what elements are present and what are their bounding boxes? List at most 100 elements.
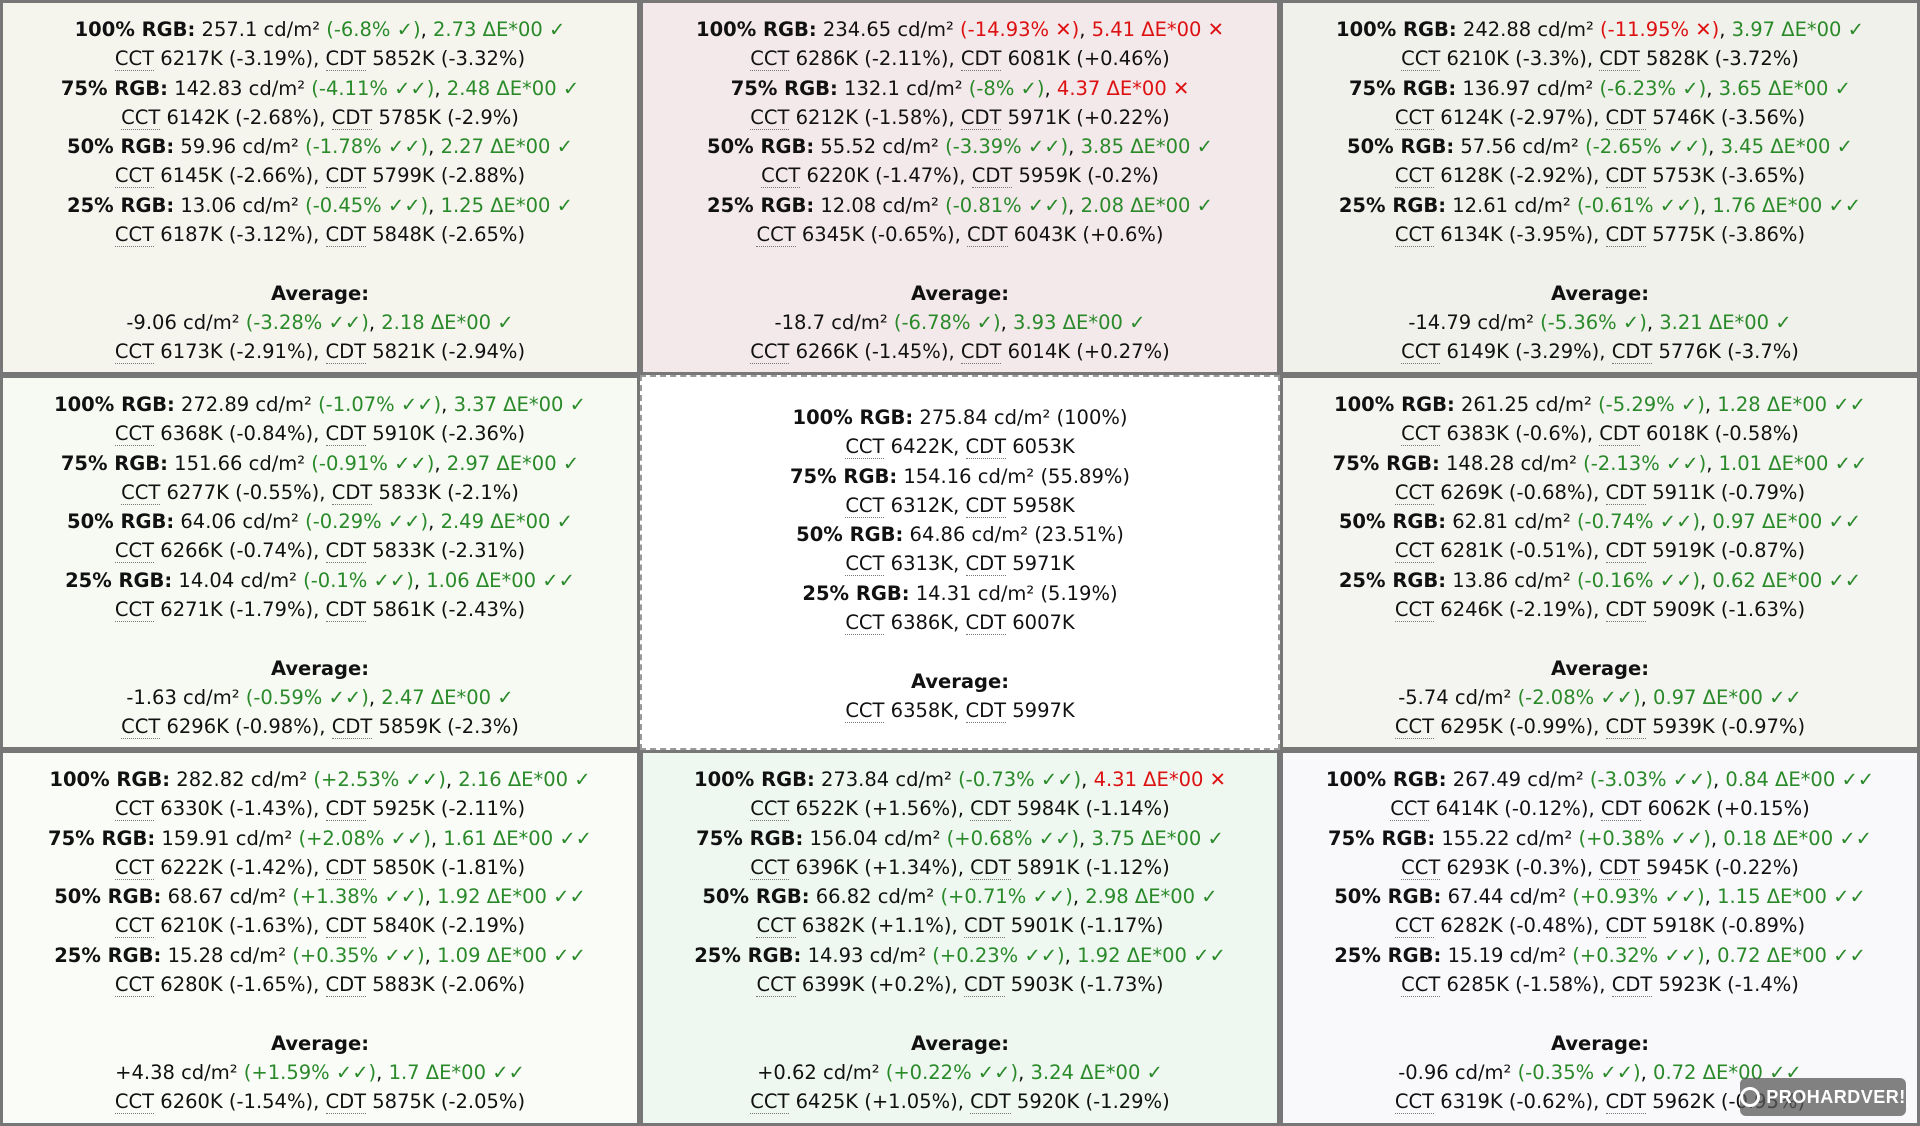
delta-e-value: 0.18 ΔE*00 ✓✓ (1723, 826, 1872, 850)
luminance-line: 75% RGB: 136.97 cd/m² (-6.23% ✓), 3.65 Δ… (1348, 76, 1852, 100)
luminance-line: 25% RGB: 13.86 cd/m² (-0.16% ✓✓), 0.62 Δ… (1338, 568, 1862, 592)
average-cdt: 5920K (-1.29%) (1016, 1090, 1170, 1114)
luminance-deviation: (-6.23% ✓) (1599, 76, 1707, 100)
luminance-deviation: (-6.8% ✓) (326, 18, 421, 41)
level-label: 50% RGB: (707, 135, 815, 159)
cdt-value: 5861K (-2.43%) (372, 598, 526, 622)
level-label: 75% RGB: (60, 451, 168, 475)
cct-abbr: CCT (114, 340, 155, 365)
level-label: 75% RGB: (1328, 826, 1436, 850)
luminance-deviation: (-0.29% ✓✓) (305, 510, 429, 534)
cct-abbr: CCT (114, 422, 155, 447)
color-temp-line: CCT 6145K (-2.66%), CDT 5799K (-2.88%) (114, 164, 526, 189)
level-label: 25% RGB: (1338, 193, 1447, 217)
level-label: 50% RGB: (54, 885, 162, 909)
zone-cell: 100% RGB: 261.25 cd/m² (-5.29% ✓), 1.28 … (1280, 375, 1920, 750)
zone-cell: 100% RGB: 242.88 cd/m² (-11.95% ✕), 3.97… (1280, 0, 1920, 375)
luminance-deviation: (+2.08% ✓✓) (298, 826, 431, 850)
cdt-abbr: CDT (1605, 480, 1647, 505)
cdt-value: 5753K (-3.65%) (1652, 164, 1806, 188)
cct-abbr: CCT (750, 105, 790, 130)
average-luminance: -0.96 cd/m² (1398, 1060, 1512, 1084)
cct-abbr: CCT (756, 223, 796, 248)
delta-e-value: 1.25 ΔE*00 ✓ (440, 193, 573, 217)
luminance-value: 13.86 cd/m² (1452, 568, 1571, 592)
cct-value: 6286K (-2.11%) (795, 47, 949, 71)
cdt-abbr: CDT (1605, 1090, 1647, 1115)
cdt-value: 5833K (-2.1%) (378, 480, 519, 504)
zone-cell: 100% RGB: 267.49 cd/m² (-3.03% ✓✓), 0.84… (1280, 750, 1920, 1126)
zone-cell: 100% RGB: 272.89 cd/m² (-1.07% ✓✓), 3.37… (0, 375, 640, 750)
average-deviation: (+0.22% ✓✓) (885, 1060, 1019, 1084)
luminance-line: 75% RGB: 156.04 cd/m² (+0.68% ✓✓), 3.75 … (696, 826, 1224, 850)
average-cct: 6149K (-3.29%) (1446, 340, 1600, 364)
cct-abbr: CCT (1394, 715, 1435, 740)
luminance-line: 75% RGB: 148.28 cd/m² (-2.13% ✓✓), 1.01 … (1332, 451, 1868, 475)
cdt-abbr: CDT (960, 105, 1002, 130)
luminance-deviation: (+0.38% ✓✓) (1578, 826, 1711, 850)
average-title: Average: (910, 1031, 1010, 1055)
cct-value: 6345K (-0.65%) (801, 223, 955, 247)
average-title: Average: (270, 281, 370, 305)
average-luminance-line: -1.63 cd/m² (-0.59% ✓✓), 2.47 ΔE*00 ✓ (126, 685, 514, 709)
luminance-deviation: (-0.61% ✓✓) (1576, 193, 1701, 217)
color-temp-line: CCT 6142K (-2.68%), CDT 5785K (-2.9%) (121, 105, 519, 130)
cdt-abbr: CDT (331, 715, 373, 740)
level-label: 100% RGB: (54, 393, 175, 416)
luminance-value: 282.82 cd/m² (176, 768, 308, 791)
average-color-temp-line: CCT 6173K (-2.91%), CDT 5821K (-2.94%) (114, 340, 526, 365)
color-temp-line: CCT 6313K, CDT 5971K (845, 552, 1075, 577)
luminance-line: 100% RGB: 282.82 cd/m² (+2.53% ✓✓), 2.16… (49, 768, 591, 791)
luminance-deviation: (+0.68% ✓✓) (946, 826, 1080, 850)
color-temp-line: CCT 6422K, CDT 6053K (845, 435, 1075, 460)
luminance-line: 25% RGB: 15.28 cd/m² (+0.35% ✓✓), 1.09 Δ… (54, 943, 586, 967)
color-temp-line: CCT 6271K (-1.79%), CDT 5861K (-2.43%) (114, 598, 526, 623)
average-cdt: 5821K (-2.94%) (372, 340, 526, 364)
cdt-value: 5828K (-3.72%) (1646, 47, 1799, 71)
luminance-value: 148.28 cd/m² (1446, 451, 1577, 475)
cdt-abbr: CDT (1605, 539, 1647, 564)
color-temp-line: CCT 6124K (-2.97%), CDT 5746K (-3.56%) (1394, 105, 1806, 130)
average-cdt: 5776K (-3.7%) (1658, 340, 1799, 364)
cct-abbr: CCT (845, 698, 885, 723)
cct-abbr: CCT (1394, 1090, 1435, 1115)
color-temp-line: CCT 6277K (-0.55%), CDT 5833K (-2.1%) (121, 480, 519, 505)
luminance-value: 66.82 cd/m² (815, 885, 935, 909)
level-label: 50% RGB: (67, 510, 175, 534)
average-luminance-line: -9.06 cd/m² (-3.28% ✓✓), 2.18 ΔE*00 ✓ (126, 310, 514, 334)
luminance-value: 14.04 cd/m² (178, 568, 297, 592)
delta-e-value: 0.72 ΔE*00 ✓✓ (1717, 943, 1866, 967)
cct-abbr: CCT (114, 47, 155, 72)
luminance-value: 242.88 cd/m² (1462, 18, 1594, 41)
color-temp-line: CCT 6222K (-1.42%), CDT 5850K (-1.81%) (114, 855, 526, 880)
cdt-abbr: CDT (963, 973, 1005, 998)
zone-cell: 100% RGB: 273.84 cd/m² (-0.73% ✓✓), 4.31… (640, 750, 1280, 1126)
luminance-value: 154.16 cd/m² (55.89%) (903, 464, 1131, 488)
cdt-abbr: CDT (963, 914, 1005, 939)
delta-e-value: 2.97 ΔE*00 ✓ (446, 451, 580, 475)
delta-e-value: 2.08 ΔE*00 ✓ (1080, 193, 1213, 217)
cct-value: 6382K (+1.1%) (801, 914, 952, 938)
level-label: 50% RGB: (67, 135, 175, 159)
average-delta-e: 3.21 ΔE*00 ✓ (1659, 310, 1792, 334)
average-luminance-line: -18.7 cd/m² (-6.78% ✓), 3.93 ΔE*00 ✓ (774, 310, 1146, 334)
cct-abbr: CCT (1394, 223, 1435, 248)
cdt-value: 6018K (-0.58%) (1646, 422, 1799, 446)
average-deviation: (-2.08% ✓✓) (1517, 685, 1641, 709)
cct-value: 6220K (-1.47%) (806, 164, 960, 188)
luminance-line: 50% RGB: 57.56 cd/m² (-2.65% ✓✓), 3.45 Δ… (1347, 135, 1853, 159)
luminance-line: 75% RGB: 159.91 cd/m² (+2.08% ✓✓), 1.61 … (48, 826, 592, 850)
cct-value: 6222K (-1.42%) (160, 855, 314, 879)
cct-value: 6142K (-2.68%) (166, 105, 320, 129)
cct-abbr: CCT (1394, 598, 1435, 623)
delta-e-value: 0.97 ΔE*00 ✓✓ (1712, 510, 1862, 534)
average-deviation: (-0.59% ✓✓) (245, 685, 369, 709)
color-temp-line: CCT 6210K (-1.63%), CDT 5840K (-2.19%) (114, 914, 526, 939)
luminance-deviation: (-3.39% ✓✓) (945, 135, 1069, 159)
cct-value: 6280K (-1.65%) (160, 973, 314, 997)
cdt-value: 5833K (-2.31%) (372, 539, 526, 563)
luminance-deviation: (+0.23% ✓✓) (932, 943, 1065, 967)
zone-cell: 100% RGB: 257.1 cd/m² (-6.8% ✓), 2.73 ΔE… (0, 0, 640, 375)
luminance-deviation: (+0.93% ✓✓) (1572, 885, 1705, 909)
cdt-abbr: CDT (1599, 855, 1640, 880)
